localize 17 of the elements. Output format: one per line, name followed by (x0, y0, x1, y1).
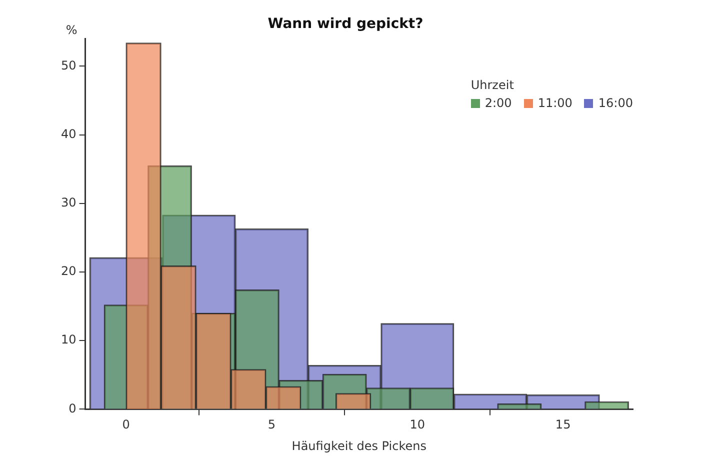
x-tick-label: 15 (555, 418, 571, 432)
y-axis-title: % (66, 22, 78, 37)
y-tick-label: 30 (60, 196, 76, 210)
chart-title: Wann wird gepickt? (268, 16, 424, 32)
y-tick-label: 40 (60, 126, 76, 141)
x-axis-title: Häufigkeit des Pickens (292, 438, 426, 453)
legend-label: 2:00 (484, 96, 512, 110)
legend-label: 16:00 (598, 96, 633, 110)
x-tick-label: 0 (122, 418, 130, 432)
y-tick-label: 20 (60, 264, 76, 278)
x-tick-label: 10 (410, 418, 426, 432)
x-tick-label: 5 (268, 418, 276, 432)
y-tick-label: 0 (68, 401, 76, 416)
y-tick-label: 10 (60, 332, 76, 347)
legend-label: 11:00 (538, 96, 572, 110)
legend-title: Uhrzeit (470, 78, 515, 92)
y-tick-label: 50 (60, 58, 76, 72)
